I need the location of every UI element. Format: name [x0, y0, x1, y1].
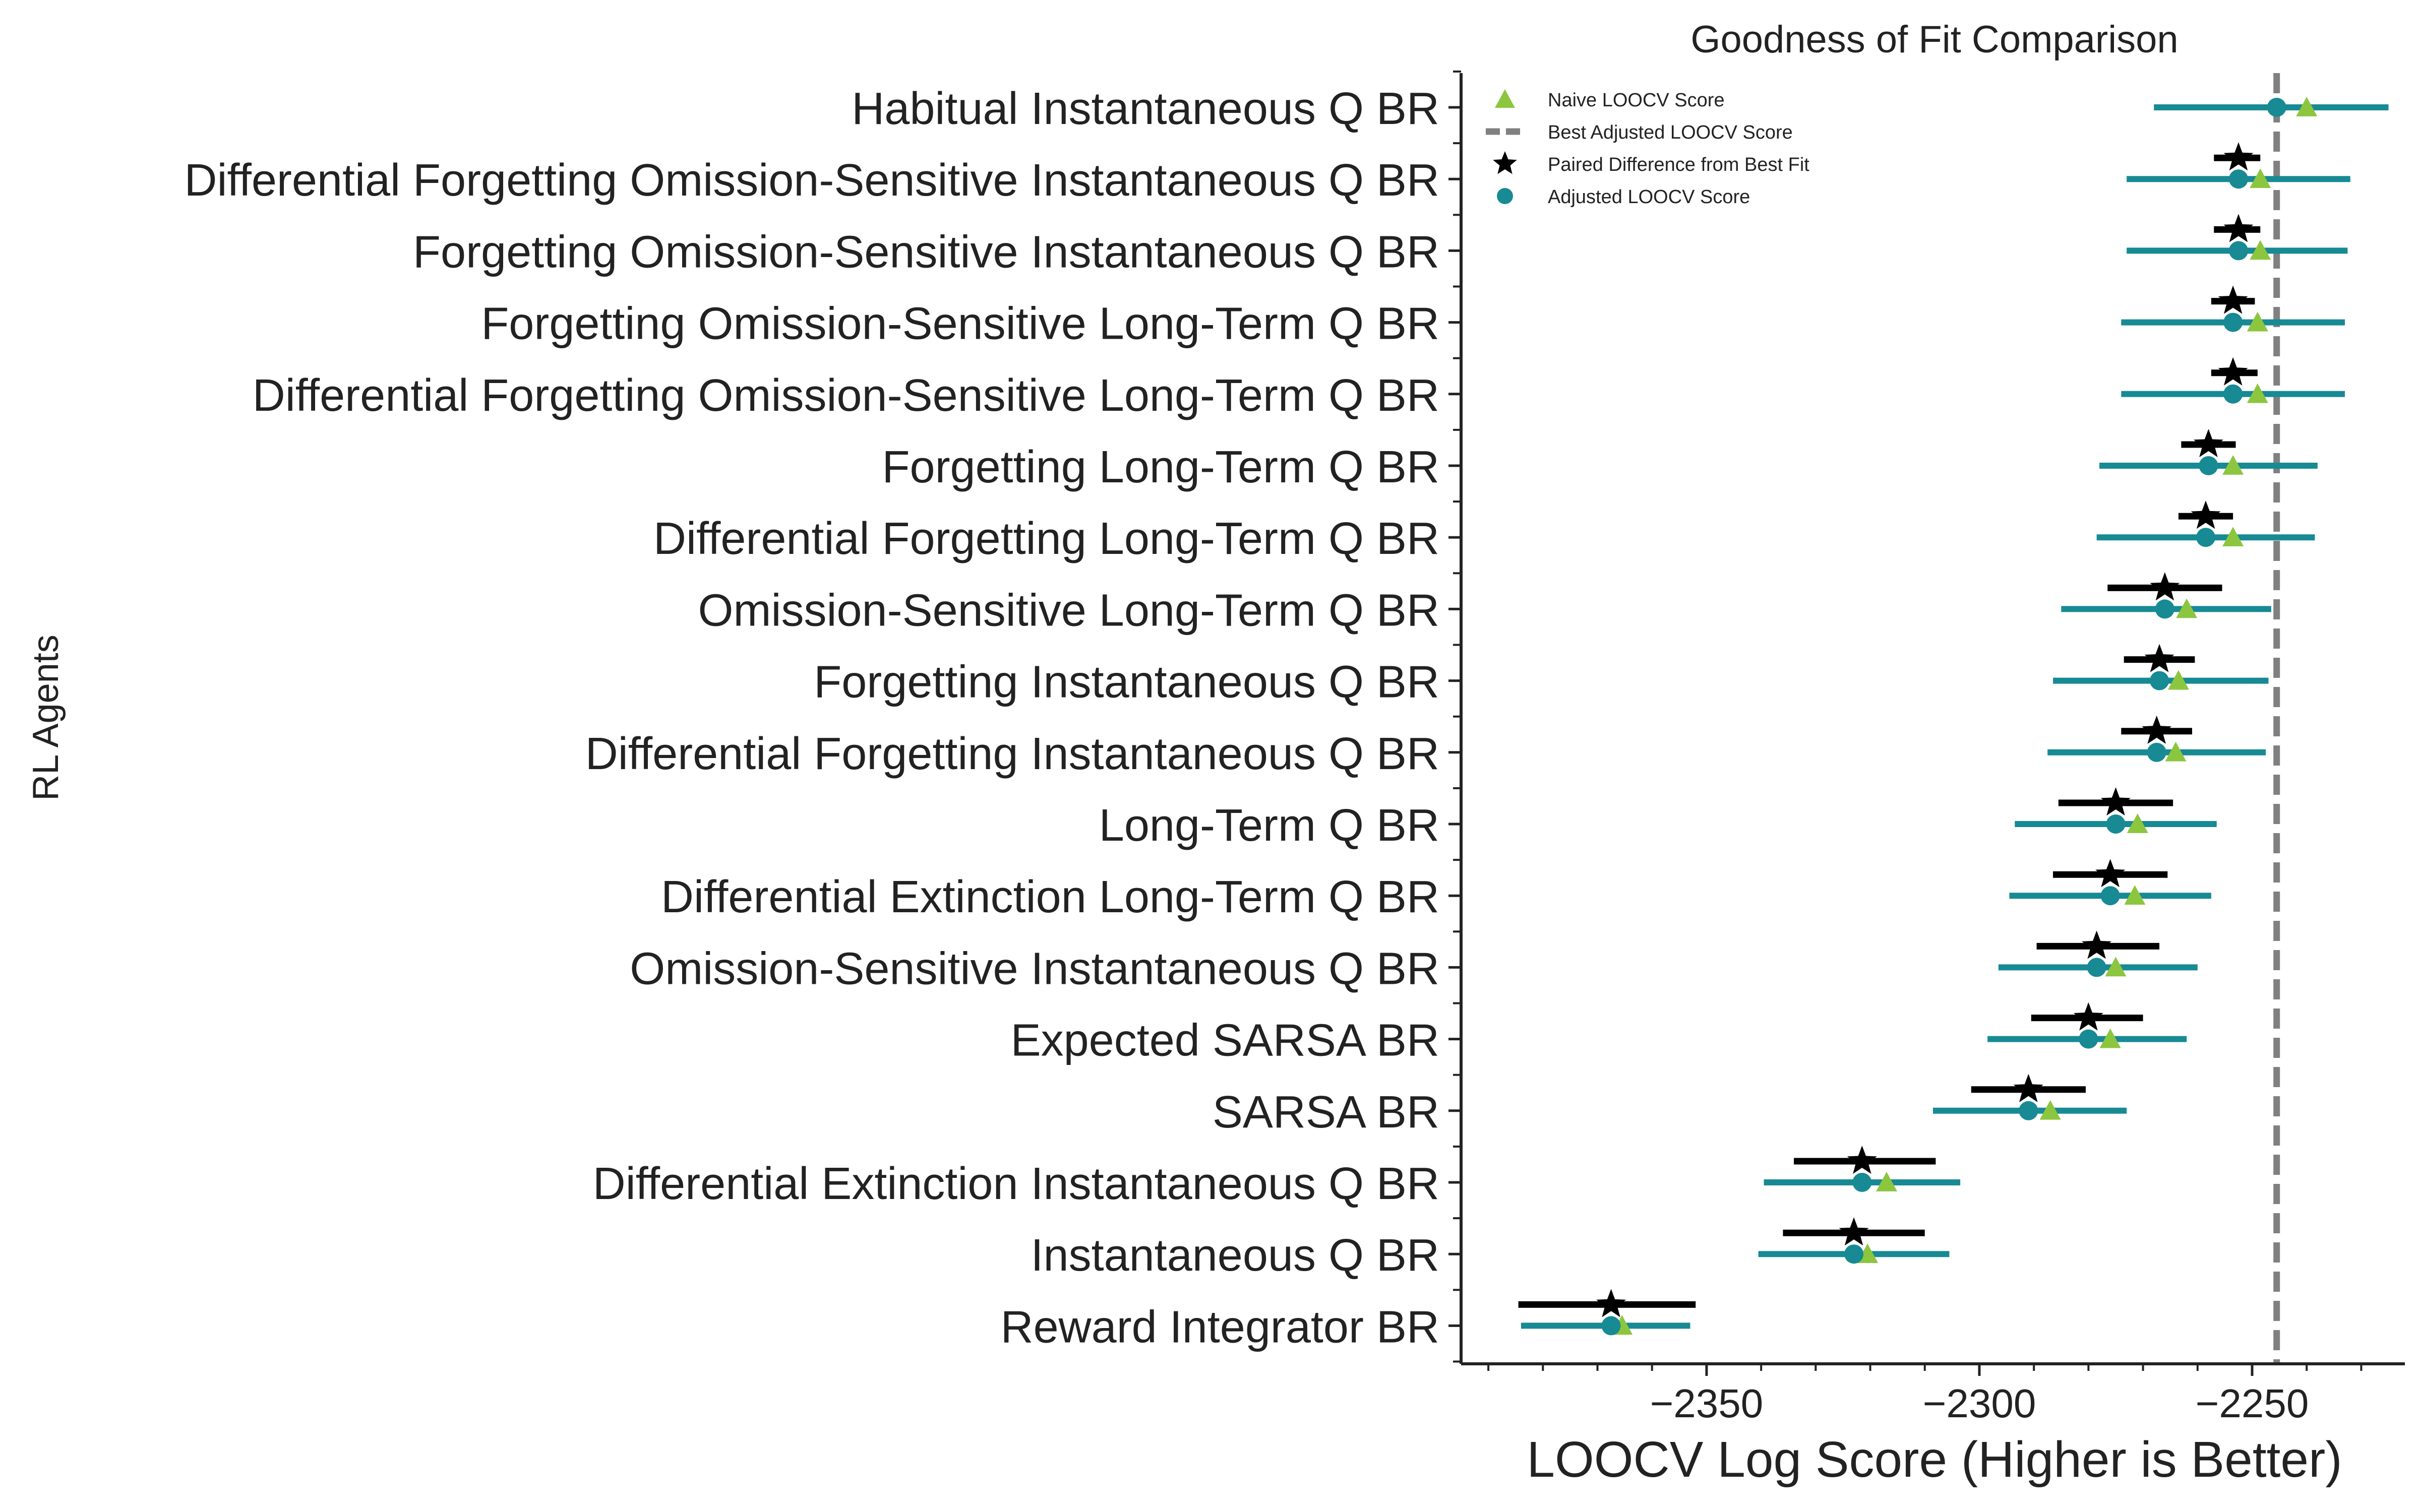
- legend: Naive LOOCV Score Best Adjusted LOOCV Sco…: [1486, 89, 1809, 208]
- paired-difference-marker: [2013, 1074, 2043, 1102]
- agent-label: Omission-Sensitive Long-Term Q BR: [698, 585, 1439, 636]
- agent-label: Instantaneous Q BR: [1031, 1230, 1439, 1281]
- paired-difference-marker: [1839, 1217, 1869, 1246]
- paired-difference-marker: [2194, 429, 2223, 458]
- x-tick-label: −2350: [1650, 1381, 1764, 1426]
- naive-score-marker: [2124, 885, 2146, 905]
- agent-label: Forgetting Omission-Sensitive Long-Term …: [481, 299, 1439, 349]
- legend-naive-marker: [1495, 89, 1515, 108]
- paired-difference-marker: [2142, 715, 2172, 744]
- adjusted-score-marker: [1601, 1316, 1621, 1336]
- adjusted-score-marker: [2223, 312, 2243, 332]
- naive-score-marker: [1876, 1172, 1898, 1191]
- legend-paired-marker: [1493, 151, 1517, 174]
- paired-difference-marker: [2223, 214, 2254, 242]
- x-tick-label: −2300: [1923, 1381, 2036, 1426]
- adjusted-score-marker: [2199, 456, 2218, 475]
- adjusted-score-marker: [2087, 958, 2106, 977]
- naive-score-marker: [2099, 1028, 2121, 1048]
- adjusted-score-marker: [1844, 1244, 1864, 1264]
- agent-label: Reward Integrator BR: [1001, 1302, 1439, 1352]
- agent-label: Habitual Instantaneous Q BR: [852, 84, 1439, 134]
- agent-label: Forgetting Instantaneous Q BR: [814, 657, 1439, 708]
- paired-difference-marker: [2073, 1002, 2103, 1031]
- paired-difference-marker: [2150, 572, 2180, 601]
- agent-label: Differential Forgetting Omission-Sensiti…: [253, 370, 1439, 421]
- marker-layer: [1596, 97, 2318, 1336]
- naive-score-marker: [2127, 813, 2148, 833]
- axes: Habitual Instantaneous Q BR Differential …: [184, 70, 2405, 1426]
- y-axis-label: RL Agents: [26, 635, 66, 801]
- adjusted-score-marker: [2147, 742, 2166, 762]
- naive-score-marker: [2176, 598, 2198, 618]
- legend-label: Adjusted LOOCV Score: [1548, 186, 1750, 208]
- adjusted-score-marker: [2155, 599, 2174, 619]
- paired-difference-marker: [2095, 859, 2126, 888]
- paired-difference-marker: [2223, 142, 2254, 171]
- adjusted-score-marker: [2106, 814, 2126, 834]
- chart-title: Goodness of Fit Comparison: [1690, 18, 2178, 61]
- naive-score-marker: [2250, 240, 2271, 260]
- naive-score-marker: [2296, 97, 2318, 116]
- naive-score-marker: [2250, 168, 2271, 188]
- naive-score-marker: [2247, 383, 2268, 403]
- agent-label: Forgetting Long-Term Q BR: [882, 442, 1439, 492]
- naive-score-marker: [2222, 527, 2244, 547]
- naive-score-marker: [2165, 741, 2187, 762]
- adjusted-score-marker: [2223, 384, 2243, 404]
- agent-label: Long-Term Q BR: [1099, 800, 1439, 851]
- agent-label: Omission-Sensitive Instantaneous Q BR: [630, 943, 1439, 994]
- paired-difference-marker: [2218, 285, 2248, 314]
- legend-label: Naive LOOCV Score: [1548, 90, 1725, 111]
- error-bar-layer: [1518, 104, 2389, 1329]
- adjusted-score-marker: [2196, 528, 2216, 547]
- naive-score-marker: [2167, 670, 2189, 690]
- agent-label: SARSA BR: [1213, 1087, 1439, 1138]
- adjusted-score-marker: [2019, 1101, 2038, 1120]
- legend-adjusted-marker: [1497, 188, 1513, 204]
- x-tick-label: −2250: [2196, 1381, 2309, 1426]
- naive-score-marker: [2247, 311, 2268, 332]
- naive-score-marker: [2105, 957, 2127, 977]
- agent-label: Differential Extinction Long-Term Q BR: [661, 872, 1439, 922]
- paired-difference-marker: [2082, 930, 2112, 959]
- agent-label: Differential Forgetting Omission-Sensiti…: [184, 155, 1439, 206]
- paired-difference-marker: [2218, 357, 2248, 386]
- agent-label: Expected SARSA BR: [1011, 1016, 1439, 1066]
- legend-label: Paired Difference from Best Fit: [1548, 154, 1809, 175]
- adjusted-score-marker: [1852, 1173, 1872, 1192]
- adjusted-score-marker: [2100, 886, 2120, 906]
- naive-score-marker: [2039, 1100, 2061, 1120]
- paired-difference-marker: [2191, 500, 2221, 529]
- agent-label: Differential Forgetting Long-Term Q BR: [653, 514, 1439, 564]
- agent-label: Differential Extinction Instantaneous Q …: [593, 1159, 1439, 1209]
- naive-score-marker: [2222, 455, 2244, 475]
- legend-label: Best Adjusted LOOCV Score: [1548, 122, 1793, 143]
- agent-label: Differential Forgetting Instantaneous Q …: [585, 729, 1439, 779]
- paired-difference-marker: [2144, 644, 2174, 672]
- paired-difference-marker: [1596, 1289, 1626, 1317]
- x-axis-label: LOOCV Log Score (Higher is Better): [1527, 1431, 2342, 1488]
- adjusted-score-marker: [2267, 98, 2286, 117]
- paired-difference-marker: [2101, 787, 2131, 816]
- adjusted-score-marker: [2228, 241, 2248, 261]
- agent-label: Forgetting Omission-Sensitive Instantane…: [413, 227, 1439, 277]
- paired-difference-marker: [1847, 1146, 1877, 1174]
- adjusted-score-marker: [2079, 1029, 2098, 1049]
- adjusted-score-marker: [2150, 671, 2169, 690]
- adjusted-score-marker: [2228, 169, 2248, 189]
